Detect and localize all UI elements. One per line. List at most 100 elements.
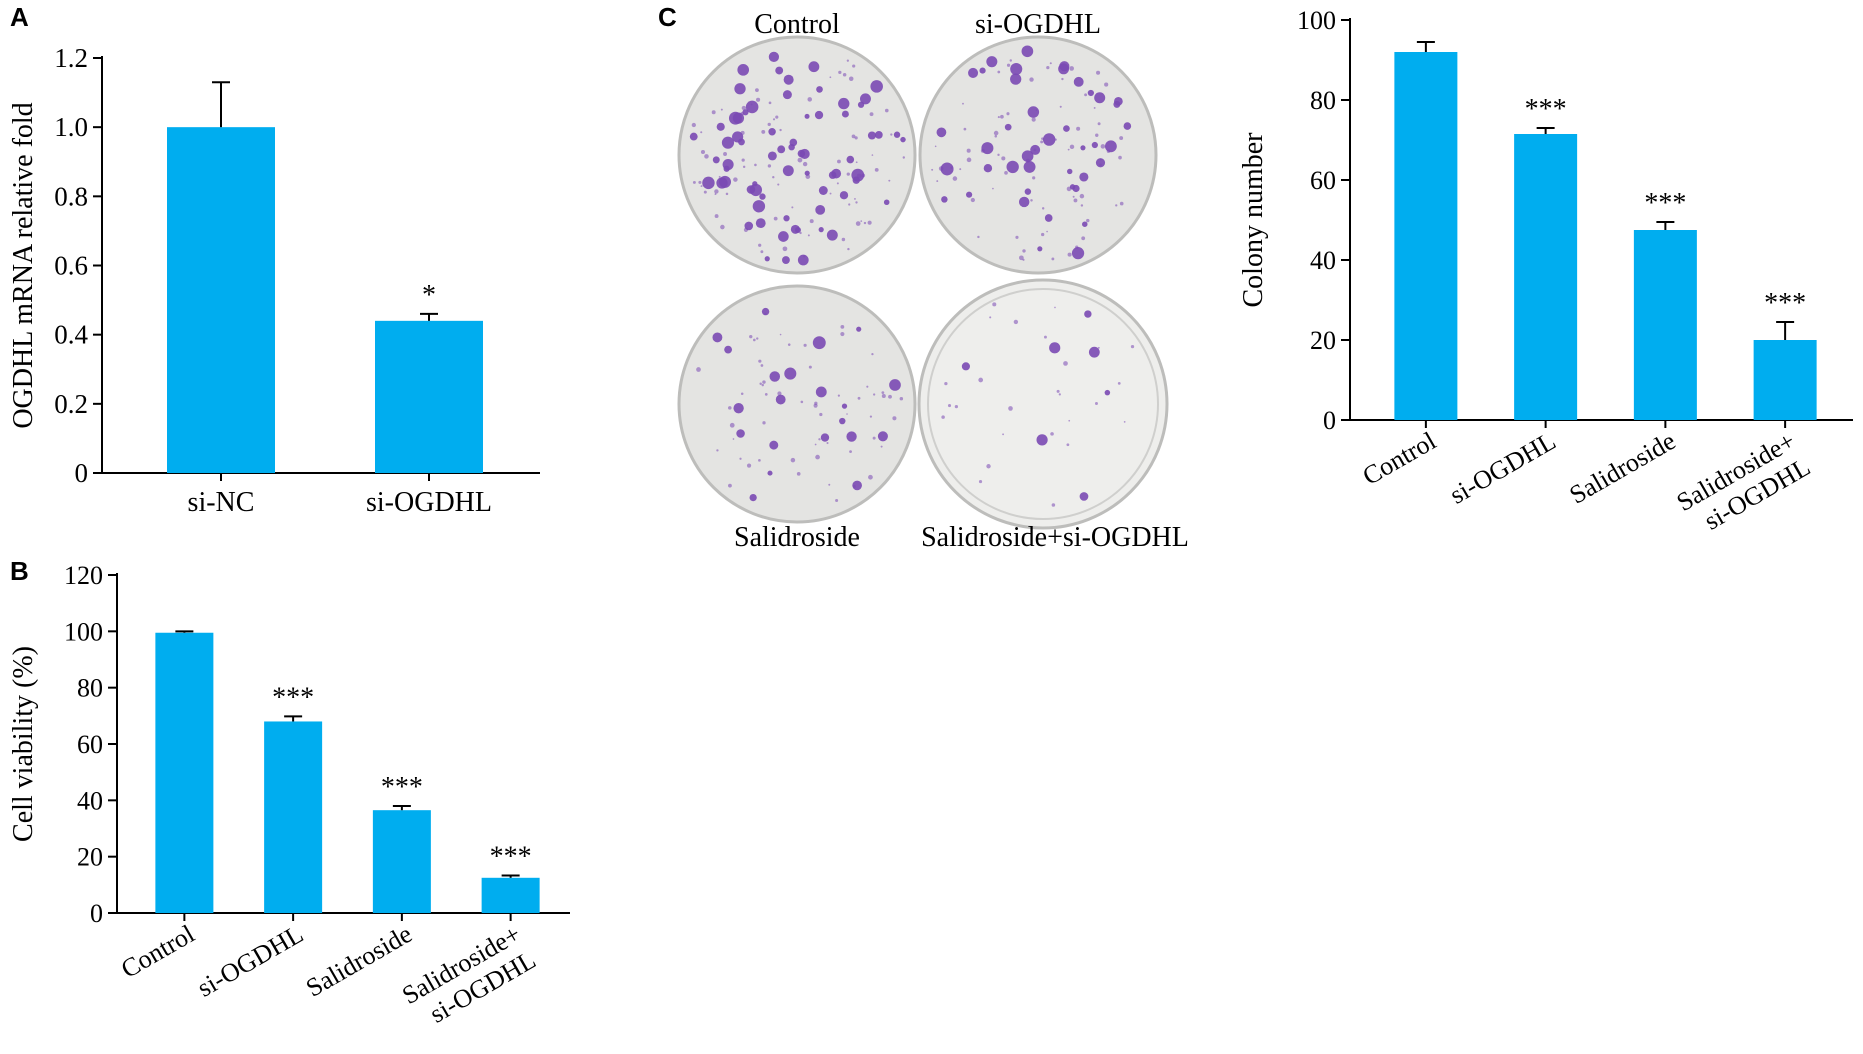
colony-dot xyxy=(1073,198,1078,203)
colony-dot xyxy=(1022,258,1025,261)
colony-dot xyxy=(1030,199,1033,202)
colony-dot xyxy=(846,59,849,62)
colony-dot xyxy=(1072,184,1080,193)
colony-dot xyxy=(997,116,1000,119)
colony-dot xyxy=(745,100,759,114)
colony-dot xyxy=(1023,160,1036,173)
colony-dot xyxy=(733,402,744,414)
colony-dot xyxy=(1088,346,1100,358)
colony-dot xyxy=(900,136,906,143)
colony-dot xyxy=(768,51,780,62)
colony-dot xyxy=(839,191,849,200)
colony-dot xyxy=(772,176,775,179)
colony-dot xyxy=(775,394,786,405)
colony-dot xyxy=(760,364,764,367)
y-tick-label: 80 xyxy=(1310,86,1336,115)
colony-dot xyxy=(1037,246,1043,252)
colony-dot xyxy=(1068,419,1071,422)
colony-dot xyxy=(1029,77,1034,82)
y-tick-label: 100 xyxy=(1297,6,1336,35)
colony-dot xyxy=(1073,76,1084,87)
colony-dot xyxy=(799,231,802,235)
colony-dot xyxy=(873,393,876,396)
colony-dot xyxy=(1059,105,1062,108)
colony-dot xyxy=(691,122,696,128)
chart-b-viability: 0 20 40 60 80 100 120 Cell viability (%) Control… xyxy=(8,561,570,1029)
colony-dot xyxy=(689,132,698,141)
colony-dot xyxy=(773,216,778,221)
colony-dot xyxy=(1019,255,1024,261)
significance-label: *** xyxy=(272,682,314,713)
colony-dot xyxy=(815,386,827,398)
colony-dot xyxy=(777,391,782,396)
colony-dot xyxy=(1006,112,1010,116)
colony-dot xyxy=(889,379,901,391)
colony-dot xyxy=(768,128,776,136)
colony-dot xyxy=(808,61,820,73)
colony-dot xyxy=(782,246,788,252)
colony-dish xyxy=(917,278,1169,530)
colony-dot xyxy=(1046,230,1048,233)
colony-dot xyxy=(1123,420,1126,423)
colony-dot xyxy=(1051,257,1055,261)
colony-dot xyxy=(797,157,803,163)
colony-dot xyxy=(1097,346,1100,349)
colony-dot xyxy=(934,145,937,148)
colony-dot xyxy=(818,186,828,195)
colony-dot xyxy=(807,234,810,237)
colony-dot xyxy=(1100,144,1106,149)
colony-dot xyxy=(692,180,696,184)
colony-dot xyxy=(1066,443,1070,447)
x-tick-label: si-NC xyxy=(188,487,255,518)
colony-dot xyxy=(881,394,886,399)
colony-dot xyxy=(855,201,858,204)
colony-dot xyxy=(734,83,746,95)
colony-dot xyxy=(716,177,728,189)
colony-dot xyxy=(871,352,874,356)
dish-label-salidroside: Salidroside xyxy=(734,522,860,553)
colony-dot xyxy=(714,214,719,219)
bar xyxy=(155,632,214,913)
colony-dot xyxy=(1008,406,1013,411)
colony-dot xyxy=(818,438,821,441)
colony-dot xyxy=(961,362,970,371)
colony-dot xyxy=(854,198,856,200)
colony-dot xyxy=(716,122,725,131)
colony-dot xyxy=(809,219,814,224)
colony-dot xyxy=(1036,434,1048,446)
colony-dot xyxy=(867,220,872,225)
y-tick-label: 120 xyxy=(64,561,103,590)
colony-dot xyxy=(1081,236,1086,241)
colony-dot xyxy=(819,412,823,417)
colony-dot xyxy=(1067,148,1070,151)
colony-dish xyxy=(677,284,917,524)
colony-dot xyxy=(729,422,735,428)
colony-dot xyxy=(966,148,971,153)
colony-dot xyxy=(1051,503,1056,507)
colony-dot xyxy=(816,86,823,93)
colony-dot xyxy=(947,404,952,408)
colony-dot xyxy=(1080,204,1084,207)
colony-dot xyxy=(750,103,753,106)
colony-dot xyxy=(978,377,984,383)
colony-dot xyxy=(1042,133,1056,146)
colony-dot xyxy=(1049,342,1061,354)
colony-dot xyxy=(764,312,767,316)
panel-letter-a: A xyxy=(10,2,29,32)
colony-dot xyxy=(902,156,905,159)
colony-dot xyxy=(1040,140,1044,144)
colony-dot xyxy=(839,417,846,425)
colony-dot xyxy=(871,154,874,156)
colony-dot xyxy=(781,256,790,264)
colony-dot xyxy=(890,133,893,136)
colony-dot xyxy=(1006,160,1019,174)
chart-a-mrna: 0 0.2 0.4 0.6 0.8 1.0 1.2 OGDHL mRNA relative f… xyxy=(8,43,540,518)
colony-dot xyxy=(1006,63,1011,67)
y-tick-label: 0.2 xyxy=(54,389,88,419)
significance-label: *** xyxy=(1525,94,1567,125)
colony-dot xyxy=(968,67,979,78)
colony-dot xyxy=(831,168,842,179)
x-tick-label: Control xyxy=(1358,426,1441,491)
colony-dot xyxy=(1000,114,1004,119)
colony-dot xyxy=(841,237,846,242)
